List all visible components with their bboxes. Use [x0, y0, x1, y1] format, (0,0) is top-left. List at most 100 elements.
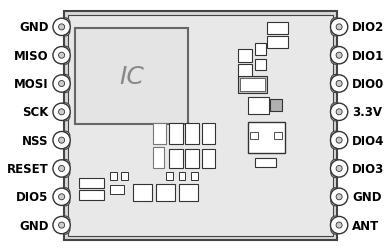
Bar [153, 148, 164, 169]
Circle shape [336, 138, 342, 144]
Circle shape [336, 25, 342, 31]
Bar [68, 16, 333, 236]
Circle shape [330, 160, 348, 177]
Circle shape [331, 168, 340, 178]
Circle shape [53, 76, 70, 93]
Bar [202, 123, 215, 145]
Circle shape [331, 47, 340, 56]
Bar [240, 79, 265, 92]
Bar [267, 23, 288, 35]
Circle shape [331, 75, 340, 85]
Text: GND: GND [19, 219, 49, 232]
Circle shape [330, 47, 348, 65]
Circle shape [53, 47, 70, 65]
Bar [238, 77, 267, 94]
Circle shape [331, 103, 340, 113]
Text: DIO5: DIO5 [16, 191, 49, 203]
Bar [75, 29, 188, 124]
Text: MOSI: MOSI [14, 78, 49, 91]
Circle shape [331, 188, 340, 197]
Bar [169, 123, 183, 145]
Circle shape [331, 84, 340, 93]
Circle shape [60, 225, 70, 234]
Circle shape [60, 84, 70, 93]
Circle shape [330, 76, 348, 93]
Circle shape [58, 166, 65, 172]
Circle shape [331, 19, 340, 28]
Bar [110, 185, 124, 195]
Circle shape [331, 197, 340, 206]
Circle shape [331, 216, 340, 226]
Circle shape [331, 55, 340, 65]
Circle shape [60, 55, 70, 65]
Circle shape [60, 103, 70, 113]
Circle shape [58, 25, 65, 31]
Text: ANT: ANT [352, 219, 379, 232]
Bar [79, 191, 104, 200]
Text: DIO3: DIO3 [352, 162, 385, 175]
Circle shape [60, 75, 70, 85]
Circle shape [58, 53, 65, 59]
Text: 3.3V: 3.3V [352, 106, 382, 119]
Bar [267, 37, 288, 49]
Bar [153, 123, 166, 145]
Circle shape [60, 112, 70, 121]
Bar [110, 172, 117, 180]
Circle shape [60, 197, 70, 206]
Circle shape [53, 188, 70, 206]
Circle shape [331, 160, 340, 169]
Circle shape [331, 27, 340, 37]
Text: DIO2: DIO2 [352, 21, 385, 34]
Bar [121, 172, 128, 180]
Circle shape [60, 140, 70, 150]
Bar [255, 44, 266, 55]
Circle shape [336, 194, 342, 200]
Circle shape [330, 188, 348, 206]
Circle shape [58, 109, 65, 115]
Text: IC: IC [119, 65, 144, 89]
Circle shape [60, 160, 70, 169]
Circle shape [58, 222, 65, 228]
Circle shape [336, 222, 342, 228]
Bar [238, 50, 252, 63]
Circle shape [331, 112, 340, 121]
Bar [79, 178, 104, 188]
Text: MISO: MISO [14, 49, 49, 62]
Circle shape [53, 216, 70, 234]
Bar [274, 132, 282, 140]
Bar [156, 184, 175, 201]
Circle shape [53, 160, 70, 177]
Bar [186, 123, 199, 145]
Bar [248, 123, 285, 153]
Circle shape [58, 81, 65, 87]
Circle shape [60, 188, 70, 197]
Circle shape [53, 132, 70, 149]
Bar [270, 100, 282, 111]
Text: RESET: RESET [7, 162, 49, 175]
Circle shape [336, 166, 342, 172]
Bar [64, 12, 337, 240]
Circle shape [58, 194, 65, 200]
Circle shape [60, 27, 70, 37]
Circle shape [330, 216, 348, 234]
Circle shape [53, 104, 70, 121]
Circle shape [60, 168, 70, 178]
Bar [166, 172, 173, 180]
Circle shape [336, 53, 342, 59]
Circle shape [331, 132, 340, 141]
Bar [169, 149, 183, 169]
Text: SCK: SCK [22, 106, 49, 119]
Text: NSS: NSS [22, 134, 49, 147]
Bar [248, 98, 269, 115]
Text: GND: GND [19, 21, 49, 34]
Circle shape [60, 216, 70, 226]
Bar [133, 184, 152, 201]
Text: DIO1: DIO1 [352, 49, 385, 62]
Bar [238, 65, 252, 79]
Circle shape [330, 132, 348, 149]
Circle shape [331, 225, 340, 234]
Bar [179, 172, 186, 180]
Text: DIO4: DIO4 [352, 134, 385, 147]
Bar [186, 149, 199, 169]
Circle shape [60, 47, 70, 56]
